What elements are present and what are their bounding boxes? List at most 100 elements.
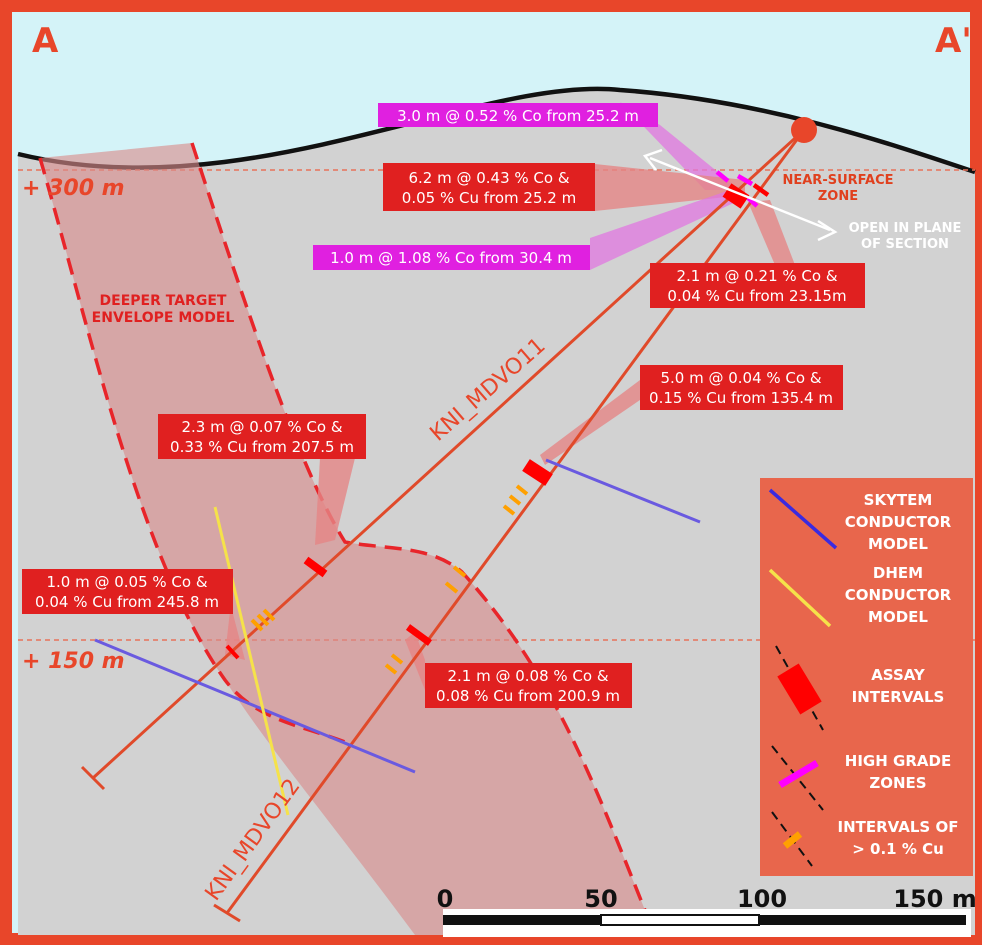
callout-box: [650, 263, 865, 308]
callout-2-1m-200m: 2.1 m @ 0.08 % Co & 0.08 % Cu from 200.9 …: [425, 663, 632, 708]
cu-interval: [250, 618, 264, 632]
legend-dhem-swatch: [768, 568, 832, 628]
assay-interval-135m: [522, 459, 553, 486]
legend-highgrade-label: HIGH GRADE ZONES: [845, 752, 951, 792]
section-start-label: A: [32, 21, 59, 61]
high-grade-left: [715, 170, 730, 183]
legend-dhem-label: DHEM CONDUCTOR MODEL: [845, 564, 952, 626]
callout-box: [640, 365, 843, 410]
callout-box: [22, 569, 233, 614]
collar-marker: [791, 117, 817, 143]
callout-wedges: [225, 102, 795, 690]
envelope-model-label: DEEPER TARGET ENVELOPE MODEL: [92, 293, 235, 326]
cu-interval: [508, 494, 522, 506]
scale-tick-100: 100: [737, 885, 787, 913]
text-line: ENVELOPE MODEL: [92, 310, 235, 326]
text-line: DHEM: [873, 564, 923, 582]
callout-box: [383, 163, 595, 211]
callout-text: 2.1 m @ 0.08 % Co & 0.08 % Cu from 200.9 …: [436, 667, 620, 705]
text-line: 0.04 % Cu from 23.15m: [667, 287, 846, 305]
cu-interval: [502, 504, 516, 516]
text-line: 5.0 m @ 0.04 % Co &: [660, 369, 821, 387]
legend-skytem-label: SKYTEM CONDUCTOR MODEL: [845, 491, 952, 553]
elevation-label-300: + 300 m: [22, 176, 125, 201]
open-in-plane-arrow: [642, 148, 838, 242]
legend-highgrade-line: [771, 745, 824, 811]
text-line: OPEN IN PLANE: [849, 221, 962, 236]
scale-segment-2: [600, 914, 760, 926]
callout-6-2m: 6.2 m @ 0.43 % Co & 0.05 % Cu from 25.2 m: [383, 163, 595, 211]
text-line: MODEL: [868, 535, 928, 553]
elevation-label-150: + 150 m: [22, 649, 125, 674]
callout-text: 5.0 m @ 0.04 % Co & 0.15 % Cu from 135.4 …: [649, 369, 833, 407]
text-line: ZONES: [869, 774, 926, 792]
text-line: CONDUCTOR: [845, 586, 952, 604]
assay-interval-nsz: [722, 183, 750, 209]
wedge-1m: [590, 190, 740, 270]
dhem-conductor: [213, 506, 290, 816]
text-line: 0.15 % Cu from 135.4 m: [649, 389, 833, 407]
text-line: 2.3 m @ 0.07 % Co &: [181, 418, 342, 436]
legend-cu-label: INTERVALS OF > 0.1 % Cu: [838, 818, 959, 858]
scale-tick-0: 0: [437, 885, 454, 913]
wedge-245m: [225, 585, 245, 660]
scale-segment-3: [759, 915, 966, 925]
assay-interval-245m: [225, 644, 240, 660]
callout-5m: 5.0 m @ 0.04 % Co & 0.15 % Cu from 135.4 …: [640, 365, 843, 410]
scale-tick-150m: 150 m: [893, 885, 976, 913]
callout-1m-1-08co: 1.0 m @ 1.08 % Co from 30.4 m: [313, 245, 590, 270]
callout-box: [378, 103, 658, 127]
callout-1m-245m: 1.0 m @ 0.05 % Co & 0.04 % Cu from 245.8 …: [22, 569, 233, 614]
drillhole-mdvo12: [225, 129, 806, 914]
open-arrow-head-left: [642, 148, 663, 171]
section-end-label: A': [935, 21, 972, 61]
callout-text: 2.1 m @ 0.21 % Co & 0.04 % Cu from 23.15m: [667, 267, 846, 305]
cu-interval: [444, 581, 459, 594]
text-line: INTERVALS: [852, 688, 945, 706]
callout-box: [313, 245, 590, 270]
text-line: 2.1 m @ 0.21 % Co &: [676, 267, 837, 285]
ground-surface-line: [17, 86, 976, 175]
callout-text: 1.0 m @ 0.05 % Co & 0.04 % Cu from 245.8 …: [35, 573, 219, 611]
open-in-plane-label: OPEN IN PLANE OF SECTION: [849, 221, 962, 252]
text-line: 0.05 % Cu from 25.2 m: [402, 189, 576, 207]
callout-text: 2.3 m @ 0.07 % Co & 0.33 % Cu from 207.5 …: [170, 418, 354, 456]
callout-box: [158, 414, 366, 459]
scale-segment-1: [443, 915, 601, 925]
text-line: 0.33 % Cu from 207.5 m: [170, 438, 354, 456]
drillhole-mdvo11: [91, 128, 806, 780]
text-line: 0.08 % Cu from 200.9 m: [436, 687, 620, 705]
callout-text: 6.2 m @ 0.43 % Co & 0.05 % Cu from 25.2 m: [402, 169, 576, 207]
text-line: 6.2 m @ 0.43 % Co &: [408, 169, 569, 187]
text-line: > 0.1 % Cu: [852, 840, 944, 858]
legend-assay-swatch: [777, 663, 822, 715]
high-grade-upper: [736, 174, 754, 186]
skytem-conductor-lower: [94, 638, 416, 774]
callout-2-1m-23m: 2.1 m @ 0.21 % Co & 0.04 % Cu from 23.15m: [650, 263, 865, 308]
text-line: 0.04 % Cu from 245.8 m: [35, 593, 219, 611]
callout-3m-0-52co: 3.0 m @ 0.52 % Co from 25.2 m: [378, 103, 658, 127]
text-line: ZONE: [818, 189, 858, 204]
text-line: 1.0 m @ 1.08 % Co from 30.4 m: [330, 249, 572, 267]
open-arrow-shaft: [649, 156, 831, 232]
cu-interval: [262, 608, 276, 622]
text-line: 3.0 m @ 0.52 % Co from 25.2 m: [397, 107, 639, 125]
wedge-2m-nsz: [748, 200, 795, 265]
text-line: 1.0 m @ 0.05 % Co &: [46, 573, 207, 591]
cu-interval: [390, 653, 404, 665]
legend-skytem-swatch: [768, 488, 838, 550]
assay-interval-200m: [405, 624, 433, 646]
text-line: DEEPER TARGET: [100, 293, 227, 309]
open-arrow-head-right: [817, 219, 838, 242]
legend-cu-swatch: [782, 831, 803, 849]
drillhole-mdvo11-end-cap: [80, 765, 106, 791]
text-line: SKYTEM: [864, 491, 933, 509]
text-line: OF SECTION: [861, 237, 949, 252]
cu-interval: [384, 663, 398, 675]
cu-interval: [452, 565, 467, 578]
cu-interval: [256, 613, 270, 627]
near-surface-zone-label: NEAR-SURFACE ZONE: [782, 173, 893, 204]
wedge-200m: [405, 632, 425, 690]
legend-assay-label: ASSAY INTERVALS: [852, 666, 945, 706]
